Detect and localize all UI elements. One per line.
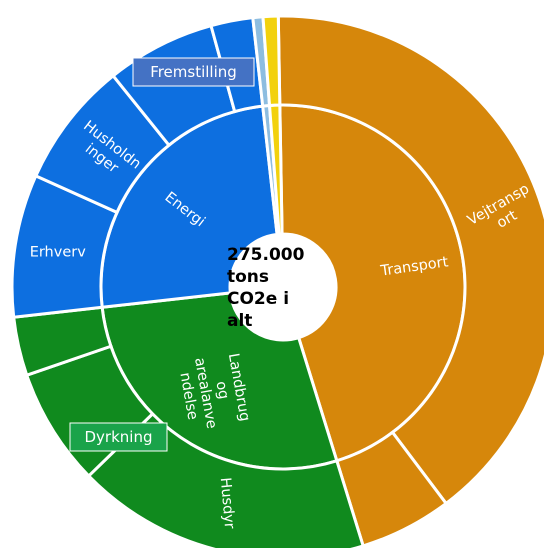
outer-label-2: Husdyr	[217, 477, 237, 530]
inner-ring	[99, 103, 467, 471]
dyrkning-label-box	[69, 422, 168, 452]
outer-label-5: Erhverv	[30, 245, 87, 261]
outer-segment-unlabeled-10	[261, 14, 282, 108]
dyrkning-label: Dyrkning	[85, 428, 153, 446]
box-labels: Dyrkning Fremstilling	[69, 57, 255, 452]
center-label: 275.000 tons CO2e i alt	[227, 245, 305, 331]
outer-ring	[10, 14, 544, 548]
fremstilling-label: Fremstilling	[150, 63, 237, 81]
fremstilling-label-box	[132, 57, 255, 87]
outer-segment-vejtransport	[276, 14, 544, 506]
